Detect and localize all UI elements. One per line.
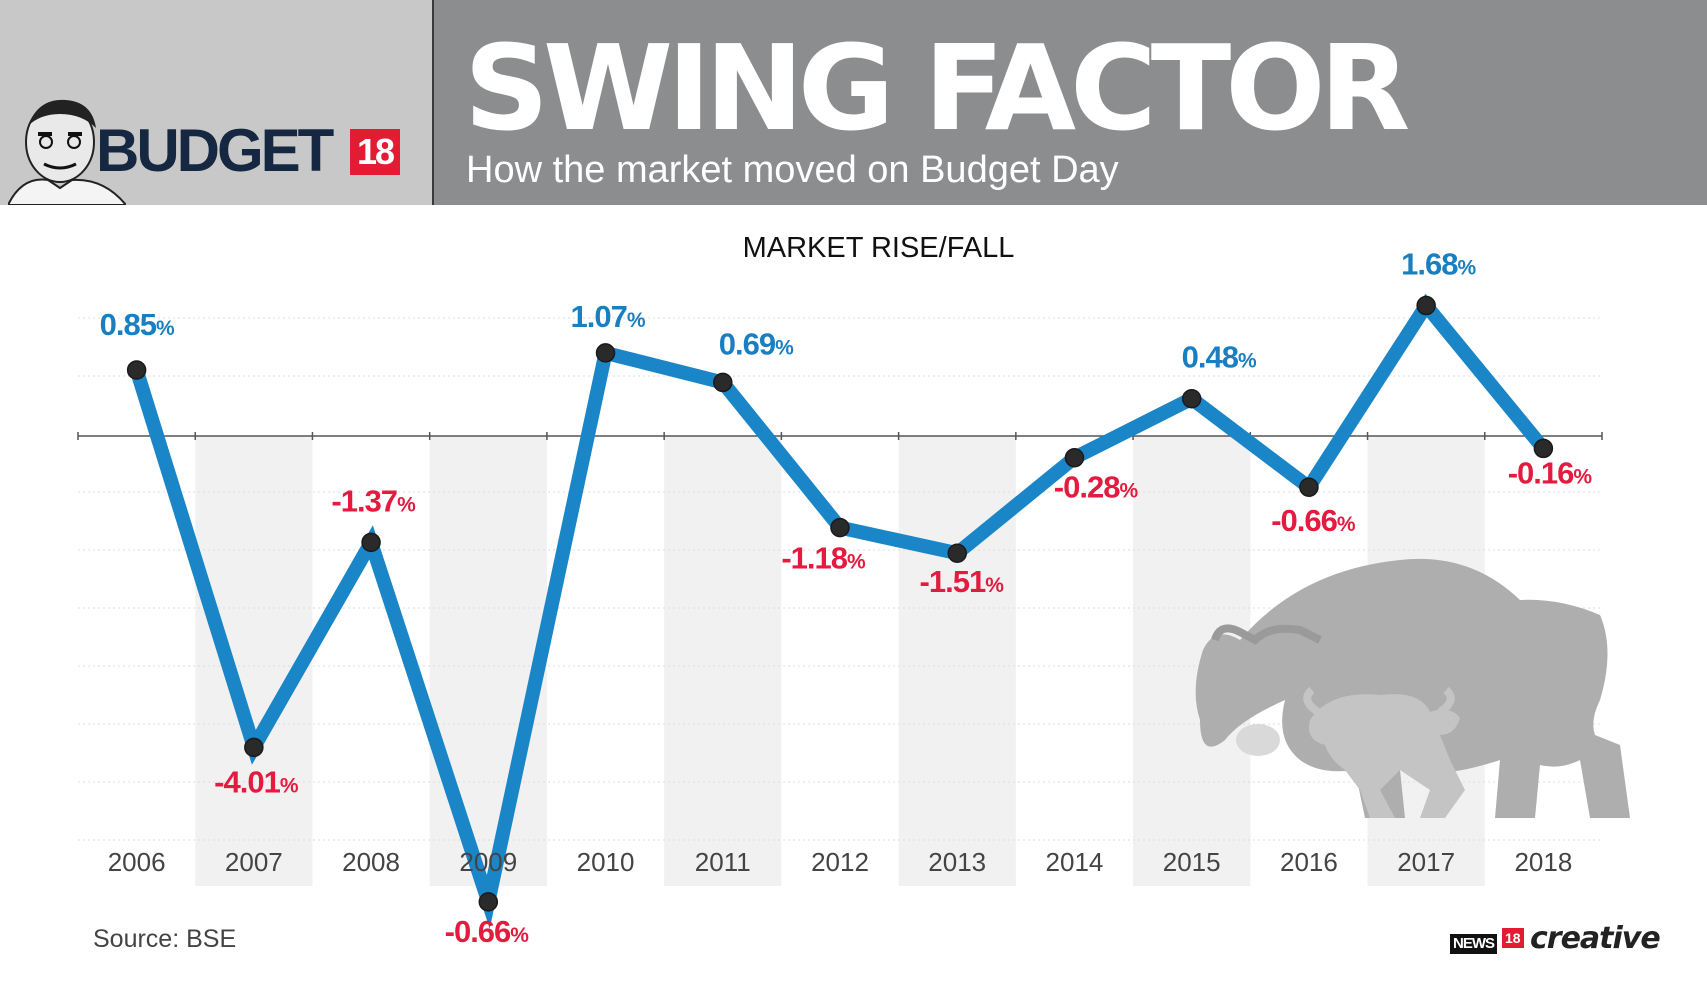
brand-badge: 18: [350, 129, 400, 175]
data-point: [830, 517, 850, 538]
header-divider: [432, 0, 434, 205]
data-label: 1.68%: [1401, 247, 1476, 282]
data-point: [1064, 447, 1085, 468]
x-tick-label: 2009: [459, 847, 517, 877]
data-point: [947, 543, 967, 563]
column-bands: [195, 436, 1485, 886]
data-point: [361, 532, 381, 553]
data-label: 0.69%: [719, 326, 794, 361]
data-label-unit: %: [280, 774, 299, 797]
data-label: -0.28%: [1054, 470, 1139, 505]
data-label-unit: %: [985, 574, 1004, 597]
data-label-value: -4.01: [214, 764, 280, 799]
data-label-value: -1.37: [331, 483, 397, 518]
data-label-unit: %: [510, 924, 529, 947]
gridlines: [78, 317, 1602, 841]
data-label: -0.16%: [1508, 455, 1593, 490]
x-tick-label: 2008: [342, 847, 400, 877]
data-label: 1.07%: [571, 299, 646, 334]
data-point: [595, 343, 616, 363]
data-point: [1416, 295, 1436, 316]
credit-logo: NEWS 18 creative: [1450, 921, 1661, 959]
brand-panel: BUDGET 18: [0, 0, 432, 205]
data-label: -0.66%: [1271, 503, 1356, 538]
x-tick-label: 2007: [225, 847, 283, 877]
x-tick-label: 2017: [1397, 847, 1455, 877]
data-point: [713, 372, 733, 393]
data-label-unit: %: [847, 551, 866, 574]
subtitle: How the market moved on Budget Day: [466, 149, 1119, 191]
data-point: [478, 892, 499, 912]
header-banner: BUDGET 18 SWING FACTOR How the market mo…: [0, 0, 1707, 205]
data-label: -0.66%: [445, 914, 530, 949]
data-label-value: 1.68: [1401, 247, 1458, 282]
data-point: [1533, 438, 1554, 459]
column-band: [195, 436, 313, 886]
data-point: [126, 360, 147, 380]
brand-word: BUDGET: [96, 117, 334, 184]
data-label-unit: %: [775, 336, 794, 359]
data-label: -1.51%: [920, 564, 1005, 599]
data-labels: 0.85%-4.01%-1.37%-0.66%1.07%0.69%-1.18%-…: [100, 247, 1594, 949]
data-label-value: -1.51: [920, 564, 986, 599]
main-title: SWING FACTOR: [464, 19, 1410, 157]
data-point: [1299, 477, 1319, 497]
data-point: [1181, 388, 1202, 409]
data-label-value: -0.66: [445, 914, 511, 949]
column-band: [898, 436, 1016, 886]
data-label-unit: %: [397, 493, 416, 516]
data-label: -1.18%: [781, 541, 866, 576]
data-label-unit: %: [1238, 350, 1257, 373]
column-band: [429, 436, 547, 886]
credit-18-badge: 18: [1502, 928, 1524, 948]
data-label-value: -0.66: [1271, 503, 1337, 538]
x-tick-label: 2014: [1046, 847, 1104, 877]
data-label-value: -0.16: [1508, 455, 1574, 490]
data-label-value: 0.69: [719, 326, 776, 361]
x-tick-label: 2012: [811, 847, 869, 877]
x-tick-label: 2016: [1280, 847, 1338, 877]
data-label: -1.37%: [331, 483, 416, 518]
column-band: [664, 436, 782, 886]
credit-news: NEWS: [1450, 934, 1497, 954]
data-label-value: 0.85: [100, 307, 157, 342]
x-tick-label: 2018: [1514, 847, 1572, 877]
x-tick-label: 2015: [1163, 847, 1221, 877]
data-label: 0.48%: [1182, 340, 1257, 375]
x-tick-label: 2013: [928, 847, 986, 877]
data-label-unit: %: [627, 309, 646, 332]
data-label-unit: %: [1119, 480, 1138, 503]
data-label-value: 0.48: [1182, 340, 1239, 375]
x-tick-label: 2006: [108, 847, 166, 877]
credit-creative: creative: [1530, 921, 1661, 956]
data-label-unit: %: [1573, 465, 1592, 488]
bear-bull-illustration: [1195, 558, 1630, 818]
data-point: [244, 737, 264, 758]
data-label-value: -1.18: [781, 541, 847, 576]
x-axis-ticks: 2006 2007 2008 2009 2010 2011 2012 2013 2014 2015…: [108, 847, 1573, 877]
data-label-value: 1.07: [571, 299, 627, 334]
chart-title: MARKET RISE/FALL: [742, 232, 1015, 264]
data-label-value: -0.28: [1054, 470, 1120, 505]
data-label-unit: %: [1457, 257, 1476, 280]
source-note: Source: BSE: [93, 925, 237, 953]
x-tick-label: 2010: [577, 847, 635, 877]
data-label-unit: %: [1337, 513, 1356, 536]
data-label-unit: %: [156, 317, 175, 340]
data-label: 0.85%: [100, 307, 175, 342]
series-markers: [126, 295, 1554, 912]
portrait-image: [8, 99, 126, 205]
data-label: -4.01%: [214, 764, 299, 799]
x-tick-label: 2011: [695, 847, 751, 877]
